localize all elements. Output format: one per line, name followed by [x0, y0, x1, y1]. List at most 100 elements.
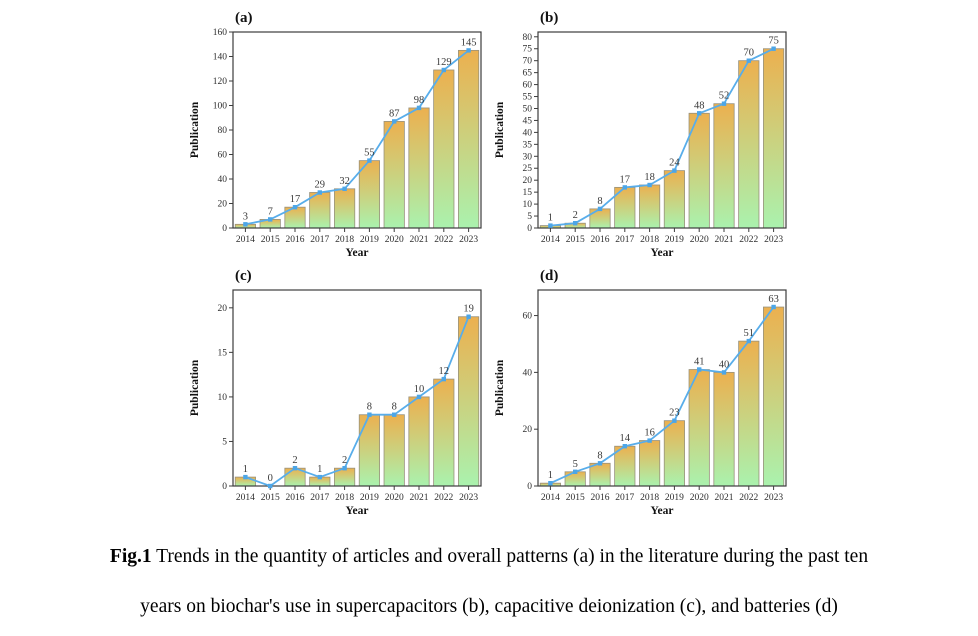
x-tick-label: 2016 [286, 235, 305, 245]
charts-grid: 0 20 40 60 80 100 120 140 160 2014 2015 2016 2017 201… [185, 2, 795, 518]
bar-2018 [639, 184, 661, 229]
value-label: 41 [694, 357, 705, 368]
y-tick-label: 30 [523, 152, 533, 162]
data-point-marker-2017 [317, 474, 322, 480]
bar-2020 [383, 414, 405, 487]
chart-panel-d: 0 20 40 60 2014 2015 2016 2017 2018 2019 2020 2021 2… [494, 268, 787, 517]
y-tick-label: 10 [218, 393, 228, 403]
y-tick-label: 20 [218, 200, 228, 210]
data-point-marker-2020 [392, 412, 397, 417]
value-label: 1 [317, 464, 322, 475]
x-tick-label: 2020 [690, 493, 709, 503]
data-point-marker-2016 [597, 461, 603, 466]
data-point-marker-2016 [597, 206, 603, 212]
x-tick-label: 2023 [459, 235, 478, 245]
y-tick-label: 75 [523, 45, 533, 55]
trend-line [550, 47, 774, 227]
x-tick-label: 2015 [261, 235, 280, 245]
data-point-marker-2017 [317, 190, 322, 195]
x-tick-label: 2014 [236, 493, 255, 503]
value-label: 1 [548, 470, 553, 481]
x-tick-label: 2014 [541, 493, 560, 503]
x-tick-label: 2023 [764, 235, 783, 245]
x-tick-label: 2020 [385, 235, 404, 245]
y-tick-label: 40 [523, 128, 533, 138]
value-label: 19 [463, 304, 474, 315]
data-point-marker-2019 [672, 168, 677, 173]
chart-panel-a: 0 20 40 60 80 100 120 140 160 2014 2015 2016 2017 201… [189, 10, 482, 259]
data-point-marker-2019 [367, 412, 372, 417]
panel-label: (c) [235, 268, 252, 284]
x-tick-label: 2015 [261, 493, 280, 503]
trend-line [550, 306, 775, 485]
y-tick-label: 20 [523, 176, 533, 186]
data-point-marker-2022 [746, 58, 751, 63]
caption-line1: Trends in the quantity of articles and o… [156, 546, 869, 567]
data-point-marker-2023 [771, 304, 776, 310]
y-tick-label: 35 [523, 140, 533, 150]
x-tick-label: 2020 [385, 493, 404, 503]
data-point-marker-2016 [292, 466, 298, 471]
value-label: 2 [342, 455, 347, 466]
y-tick-label: 15 [523, 188, 533, 198]
data-point-marker-2020 [697, 111, 702, 116]
data-point-marker-2018 [647, 182, 652, 188]
x-tick-label: 2018 [640, 493, 659, 503]
bar-2023 [458, 316, 480, 487]
x-tick-label: 2022 [739, 235, 758, 245]
data-point-marker-2019 [367, 158, 372, 163]
bar-2021 [408, 396, 430, 487]
value-label: 5 [573, 459, 578, 470]
data-point-marker-2023 [466, 48, 471, 53]
y-tick-label: 120 [213, 77, 228, 87]
value-label: 75 [768, 36, 779, 47]
value-label: 8 [597, 196, 602, 207]
y-tick-label: 45 [523, 116, 533, 126]
y-tick-label: 20 [218, 304, 228, 314]
y-tick-label: 5 [527, 212, 532, 222]
value-label: 8 [597, 450, 602, 461]
data-point-marker-2014 [548, 223, 553, 228]
data-point-marker-2014 [548, 481, 553, 486]
data-point-marker-2022 [746, 338, 751, 344]
bar-2022 [433, 378, 455, 487]
value-label: 51 [744, 328, 755, 339]
value-label: 1 [243, 464, 248, 475]
y-axis-title: Publication [494, 359, 506, 416]
panel-label: (a) [235, 10, 253, 26]
x-tick-label: 2021 [410, 235, 429, 245]
x-tick-label: 2015 [566, 493, 585, 503]
data-point-marker-2015 [573, 221, 578, 226]
x-tick-label: 2019 [665, 493, 684, 503]
value-label: 48 [694, 100, 705, 111]
x-axis-title: Year [651, 505, 674, 517]
data-point-marker-2014 [243, 474, 248, 480]
data-point-marker-2021 [721, 101, 727, 106]
x-tick-label: 2016 [591, 235, 610, 245]
bar-2018 [334, 188, 356, 229]
data-point-marker-2016 [292, 205, 298, 210]
bar-2016 [589, 208, 611, 229]
data-point-marker-2018 [647, 438, 652, 443]
x-tick-label: 2016 [591, 493, 610, 503]
y-tick-label: 0 [527, 482, 532, 492]
bar-2019 [358, 414, 380, 487]
value-label: 18 [644, 172, 655, 183]
y-tick-label: 40 [523, 368, 533, 378]
y-axis-title: Publication [189, 101, 201, 158]
panel-label: (b) [540, 10, 558, 26]
data-point-marker-2019 [672, 418, 677, 423]
x-tick-label: 2017 [310, 235, 329, 245]
y-tick-label: 0 [222, 482, 227, 492]
value-label: 0 [268, 473, 273, 484]
caption-line2: years on biochar's use in supercapacitor… [140, 596, 838, 617]
value-label: 1 [548, 213, 553, 224]
plot-frame [537, 31, 787, 229]
value-label: 8 [367, 402, 372, 413]
x-tick-label: 2017 [615, 493, 634, 503]
value-label: 16 [644, 428, 655, 439]
value-label: 32 [339, 176, 350, 187]
panel-label: (d) [540, 268, 558, 284]
